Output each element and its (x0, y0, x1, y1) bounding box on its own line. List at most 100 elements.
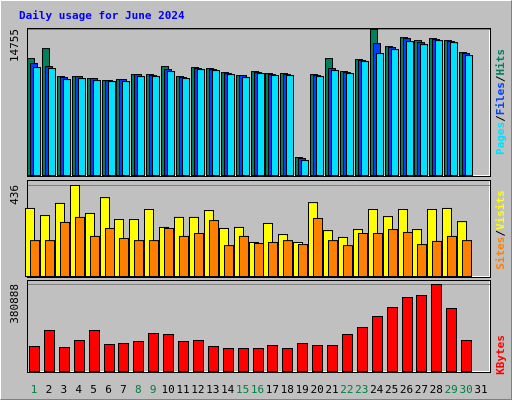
x-tick-label: 26 (400, 383, 413, 396)
x-tick-label: 4 (75, 383, 82, 396)
x-tick-label: 6 (105, 383, 112, 396)
x-tick-label: 15 (236, 383, 249, 396)
bar (316, 76, 324, 176)
x-tick-label: 22 (340, 383, 353, 396)
bar (212, 70, 220, 176)
bar (257, 73, 265, 176)
bar (29, 346, 40, 372)
bar (30, 240, 40, 278)
bar (179, 235, 189, 277)
bar (242, 77, 250, 176)
bar (447, 235, 457, 277)
bar (33, 67, 41, 176)
x-tick-label: 31 (474, 383, 487, 396)
bar (403, 231, 413, 278)
bar (446, 308, 457, 373)
legend-entry: Files (494, 82, 507, 115)
bar (148, 333, 159, 373)
bar (105, 227, 115, 277)
bar (60, 221, 70, 277)
bar (388, 229, 398, 277)
x-tick-label: 7 (120, 383, 127, 396)
bar (238, 348, 249, 373)
bar (59, 347, 70, 372)
bar (108, 81, 116, 176)
bar (416, 295, 427, 372)
bar (119, 238, 129, 278)
bar (461, 340, 472, 372)
bar (152, 76, 160, 176)
x-tick-label: 11 (176, 383, 189, 396)
bar (78, 78, 86, 176)
bar (346, 73, 354, 176)
bar (182, 78, 190, 176)
bar (167, 71, 175, 176)
y-tick-label: 436 (8, 185, 21, 205)
legend-separator: / (494, 75, 507, 82)
bar (450, 42, 458, 176)
x-tick-label: 13 (206, 383, 219, 396)
bar (328, 240, 338, 278)
bar (44, 330, 55, 372)
bar (45, 240, 55, 278)
bar (376, 53, 384, 176)
bar (267, 345, 278, 372)
bar (432, 240, 442, 277)
x-tick-label: 24 (370, 383, 384, 396)
bar (93, 80, 101, 176)
x-tick-label: 12 (191, 383, 204, 396)
y-tick-label: 380888 (8, 284, 21, 324)
x-tick-label: 23 (355, 383, 368, 396)
bar (286, 75, 294, 176)
bar (164, 227, 174, 277)
chart-title: Daily usage for June 2024 (19, 9, 185, 22)
bar (227, 74, 235, 176)
bar (208, 346, 219, 372)
bar (297, 343, 308, 373)
x-tick-label: 30 (459, 383, 472, 396)
x-tick-label: 25 (385, 383, 398, 396)
x-tick-label: 19 (296, 383, 309, 396)
bar (134, 240, 144, 278)
bar (137, 76, 145, 176)
x-tick-label: 27 (415, 383, 428, 396)
bar (75, 216, 85, 277)
bar (283, 240, 293, 278)
x-tick-label: 20 (310, 383, 323, 396)
x-tick-label: 8 (135, 383, 142, 396)
bar (194, 233, 204, 278)
bar (358, 233, 368, 278)
bar (133, 341, 144, 372)
bar (313, 217, 323, 277)
x-tick-label: 29 (445, 383, 458, 396)
x-tick-label: 10 (161, 383, 174, 396)
legend-entry: Visits (494, 190, 507, 230)
bar (391, 49, 399, 176)
legend-entry: Hits (494, 49, 507, 76)
bar (63, 79, 71, 176)
bar (90, 235, 100, 277)
bar (48, 68, 56, 176)
bar (224, 245, 234, 277)
bar (327, 345, 338, 372)
bar (361, 61, 369, 176)
bar (271, 75, 279, 176)
x-tick-label: 17 (266, 383, 279, 396)
bar (268, 241, 278, 277)
legend-entry: Pages (494, 122, 507, 155)
bar (104, 344, 115, 373)
legend-entry: Sites (494, 237, 507, 270)
bar (282, 348, 293, 373)
bar (197, 69, 205, 176)
x-tick-label: 9 (150, 383, 157, 396)
x-tick-label: 21 (325, 383, 338, 396)
y-tick-label: 14755 (8, 29, 21, 62)
x-tick-label: 2 (46, 383, 53, 396)
x-tick-label: 28 (430, 383, 443, 396)
legend: Sites/Visits (494, 190, 507, 270)
bar (253, 348, 264, 373)
bar (402, 297, 413, 373)
bar (74, 340, 85, 372)
bar (149, 240, 159, 278)
